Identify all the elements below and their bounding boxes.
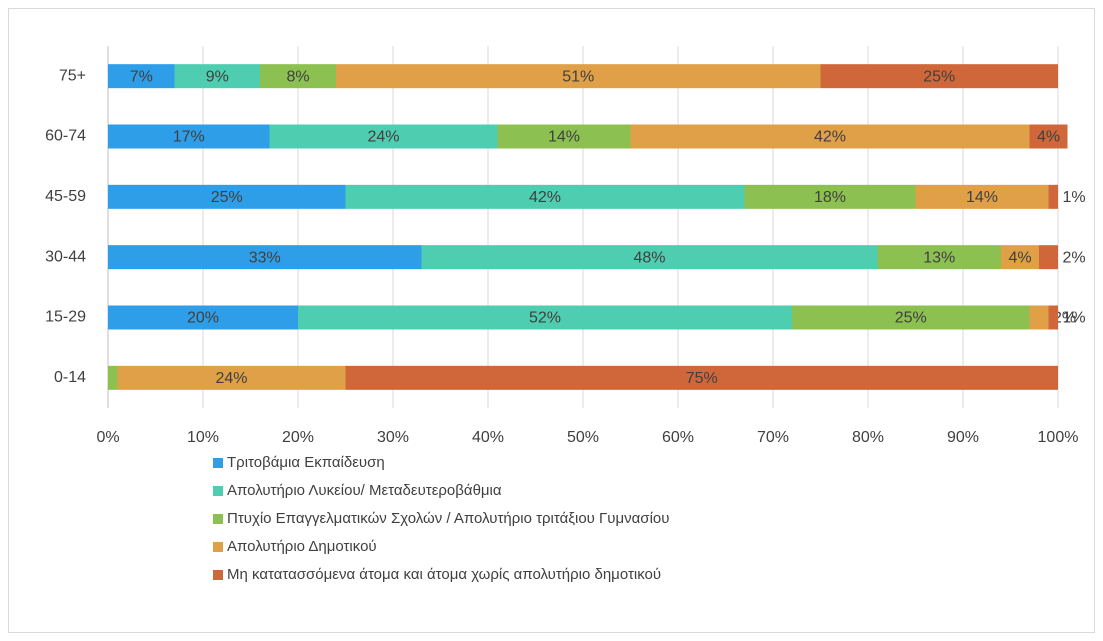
bar-segment	[1001, 245, 1039, 270]
bar-segment	[174, 64, 260, 89]
legend-label: Μη κατατασσόμενα άτομα και άτομα χωρίς α…	[227, 566, 661, 583]
legend-swatch	[213, 542, 223, 552]
bar-segment	[108, 184, 346, 209]
bar-segment	[820, 64, 1058, 89]
data-label: 2%	[1053, 310, 1076, 327]
data-label: 4%	[1008, 249, 1031, 266]
x-tick-label: 50%	[567, 429, 599, 446]
data-label: 48%	[633, 249, 665, 266]
data-label: 75%	[686, 370, 718, 387]
data-label: 4%	[1037, 129, 1060, 146]
y-tick-label: 75+	[59, 67, 86, 84]
x-tick-label: 0%	[96, 429, 119, 446]
bar-segment	[744, 184, 916, 209]
data-label: 42%	[529, 189, 561, 206]
x-tick-label: 30%	[377, 429, 409, 446]
data-label: 51%	[562, 68, 594, 85]
data-label: 42%	[814, 129, 846, 146]
bar-segment	[1029, 124, 1068, 149]
legend-label: Τριτοβάμια Εκπαίδευση	[227, 454, 385, 471]
legend-label: Απολυτήριο Λυκείου/ Μεταδευτεροβάθμια	[227, 482, 502, 499]
x-tick-label: 100%	[1038, 429, 1079, 446]
bar-segment	[298, 305, 792, 330]
data-label: 8%	[286, 68, 309, 85]
bar-segment	[915, 184, 1049, 209]
y-tick-label: 0-14	[54, 369, 86, 386]
bar-segment	[269, 124, 498, 149]
data-label: 52%	[529, 310, 561, 327]
legend-label: Απολυτήριο Δημοτικού	[227, 538, 377, 555]
bar-segment	[108, 305, 298, 330]
bar-segment	[108, 365, 118, 390]
legend-swatch	[213, 514, 223, 524]
bar-segment	[1048, 305, 1058, 330]
x-tick-label: 90%	[947, 429, 979, 446]
data-label: 14%	[966, 189, 998, 206]
bar-segment	[336, 64, 821, 89]
data-label: 9%	[206, 68, 229, 85]
data-label: 18%	[814, 189, 846, 206]
bar-segment	[1029, 305, 1049, 330]
data-label: 25%	[895, 310, 927, 327]
y-tick-label: 45-59	[45, 188, 86, 205]
x-tick-label: 60%	[662, 429, 694, 446]
x-tick-label: 70%	[757, 429, 789, 446]
data-label: 24%	[215, 370, 247, 387]
bar-segment	[630, 124, 1030, 149]
bar-segment	[345, 365, 1058, 390]
bar-segment	[792, 305, 1030, 330]
x-tick-label: 40%	[472, 429, 504, 446]
data-label: 14%	[548, 129, 580, 146]
data-label: 1%	[1062, 310, 1085, 327]
bar-segment	[877, 245, 1001, 270]
bar-segment	[1048, 184, 1058, 209]
y-tick-label: 30-44	[45, 248, 86, 265]
bar-segment	[345, 184, 745, 209]
bar-segment	[117, 365, 346, 390]
data-label: 25%	[923, 68, 955, 85]
data-label: 1%	[1062, 189, 1085, 206]
data-label: 13%	[923, 249, 955, 266]
data-label: 2%	[1062, 249, 1085, 266]
y-tick-label: 15-29	[45, 309, 86, 326]
x-tick-label: 10%	[187, 429, 219, 446]
x-tick-label: 80%	[852, 429, 884, 446]
data-label: 33%	[249, 249, 281, 266]
bar-segment	[1039, 245, 1058, 270]
bar-segment	[421, 245, 878, 270]
data-label: 7%	[130, 68, 153, 85]
data-label: 25%	[211, 189, 243, 206]
bar-segment	[108, 245, 422, 270]
x-tick-label: 20%	[282, 429, 314, 446]
bar-segment	[497, 124, 631, 149]
bar-segment	[260, 64, 336, 89]
legend-swatch	[213, 458, 223, 468]
y-tick-label: 60-74	[45, 128, 86, 145]
bar-segment	[108, 64, 175, 89]
bar-segment	[108, 124, 270, 149]
legend-swatch	[213, 570, 223, 580]
data-label: 24%	[367, 129, 399, 146]
legend-swatch	[213, 486, 223, 496]
data-label: 17%	[173, 129, 205, 146]
data-label: 20%	[187, 310, 219, 327]
legend-label: Πτυχίο Επαγγελματικών Σχολών / Απολυτήρι…	[227, 510, 669, 527]
